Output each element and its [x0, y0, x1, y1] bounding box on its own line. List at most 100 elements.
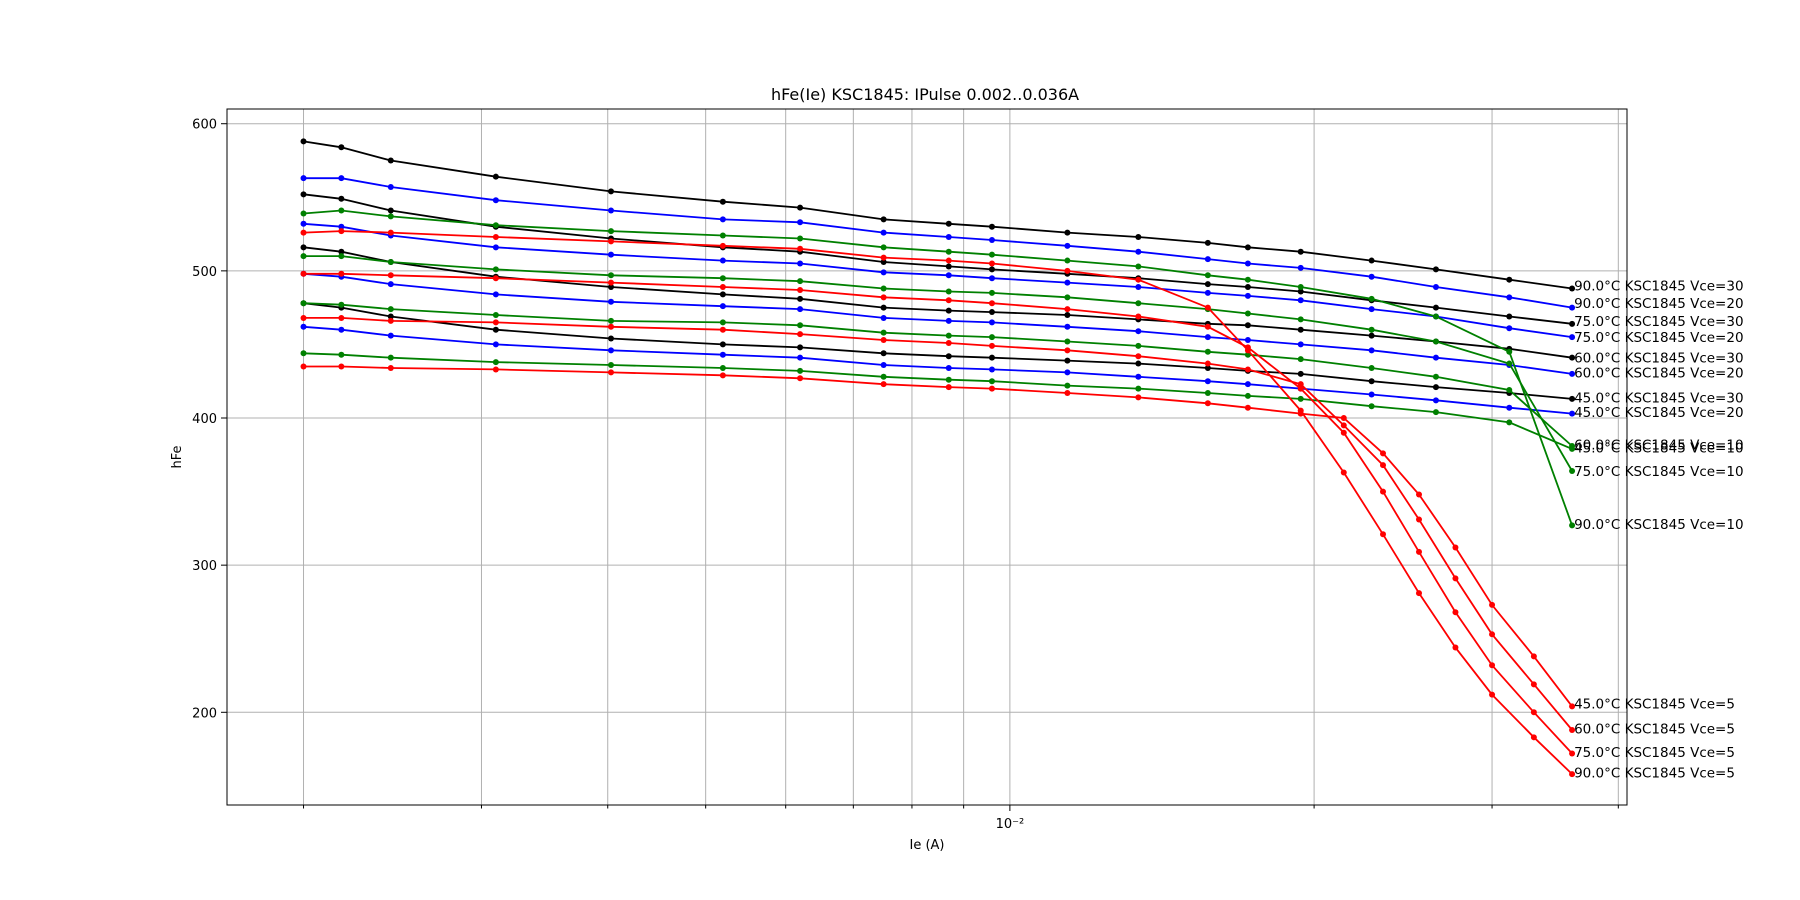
data-point	[988, 319, 995, 326]
data-point	[1340, 415, 1347, 422]
data-point	[1368, 391, 1375, 398]
data-point	[1297, 284, 1304, 291]
data-point	[492, 291, 499, 298]
data-point	[300, 138, 307, 145]
series-line	[303, 365, 1573, 707]
series-end-label: 90.0°C KSC1845 Vce=5	[1574, 766, 1735, 782]
data-point	[1452, 544, 1459, 551]
data-point	[1569, 395, 1576, 402]
data-point	[1064, 257, 1071, 264]
data-point	[1380, 450, 1387, 457]
series-end-label: 75.0°C KSC1845 Vce=20	[1574, 330, 1743, 346]
data-point	[1297, 341, 1304, 348]
data-point	[1135, 385, 1142, 392]
data-point	[1244, 292, 1251, 299]
data-point	[1064, 312, 1071, 319]
data-point	[797, 295, 804, 302]
data-point	[1380, 531, 1387, 538]
data-point	[945, 297, 952, 304]
data-point	[1489, 662, 1496, 669]
data-point	[988, 300, 995, 307]
series-end-label: 60.0°C KSC1845 Vce=5	[1574, 721, 1735, 737]
data-point	[719, 351, 726, 358]
data-point	[1297, 395, 1304, 402]
data-point	[1432, 354, 1439, 361]
data-point	[1064, 267, 1071, 274]
data-point	[880, 373, 887, 380]
data-point	[387, 364, 394, 371]
data-point	[1135, 328, 1142, 335]
data-point	[1064, 338, 1071, 345]
data-point	[1368, 295, 1375, 302]
data-point	[338, 363, 345, 370]
data-point	[1135, 360, 1142, 367]
data-point	[1204, 364, 1211, 371]
data-point	[945, 317, 952, 324]
data-point	[1569, 750, 1576, 757]
data-point	[1340, 469, 1347, 476]
data-point	[1368, 378, 1375, 385]
data-point	[797, 375, 804, 382]
data-point	[1489, 631, 1496, 638]
series-end-label: 60.0°C KSC1845 Vce=20	[1574, 365, 1743, 381]
data-point	[608, 188, 615, 195]
data-point	[1368, 347, 1375, 354]
data-point	[880, 304, 887, 311]
data-point	[1135, 248, 1142, 255]
data-point	[797, 278, 804, 285]
data-point	[1297, 288, 1304, 295]
data-point	[945, 288, 952, 295]
data-point	[1368, 273, 1375, 280]
data-point	[1064, 229, 1071, 236]
data-point	[988, 289, 995, 296]
plot-frame	[226, 108, 1628, 806]
data-point	[1064, 279, 1071, 286]
data-point	[1204, 389, 1211, 396]
data-point	[300, 363, 307, 370]
data-point	[1244, 347, 1251, 354]
data-point	[1135, 313, 1142, 320]
data-point	[1530, 709, 1537, 716]
data-point	[797, 204, 804, 211]
series-end-label: 75.0°C KSC1845 Vce=5	[1574, 745, 1735, 761]
data-point	[387, 354, 394, 361]
data-point	[945, 272, 952, 279]
data-point	[988, 366, 995, 373]
data-point	[1064, 369, 1071, 376]
data-point	[1569, 410, 1576, 417]
data-point	[387, 213, 394, 220]
data-point	[492, 197, 499, 204]
data-point	[492, 326, 499, 333]
data-point	[880, 254, 887, 261]
data-point	[1506, 419, 1513, 426]
y-tick-label: 400	[192, 412, 217, 427]
series-line	[303, 230, 1573, 775]
data-point	[988, 378, 995, 385]
data-point	[945, 332, 952, 339]
data-point	[492, 319, 499, 326]
data-point	[608, 251, 615, 258]
data-point	[797, 286, 804, 293]
data-point	[945, 339, 952, 346]
data-point	[1297, 297, 1304, 304]
series-end-label: 90.0°C KSC1845 Vce=20	[1574, 296, 1743, 312]
data-point	[797, 367, 804, 374]
data-point	[338, 228, 345, 235]
data-point	[1135, 373, 1142, 380]
data-point	[492, 244, 499, 251]
y-tick-label: 300	[192, 559, 217, 574]
series-end-label: 60.0°C KSC1845 Vce=30	[1574, 351, 1743, 367]
data-point	[1569, 467, 1576, 474]
grid	[227, 109, 1627, 805]
data-point	[797, 219, 804, 226]
data-point	[797, 306, 804, 313]
data-point	[1506, 387, 1513, 394]
data-point	[1244, 337, 1251, 344]
data-point	[988, 251, 995, 258]
data-point	[338, 207, 345, 214]
data-point	[1368, 332, 1375, 339]
data-point	[1244, 284, 1251, 291]
data-point	[492, 312, 499, 319]
data-point	[945, 307, 952, 314]
